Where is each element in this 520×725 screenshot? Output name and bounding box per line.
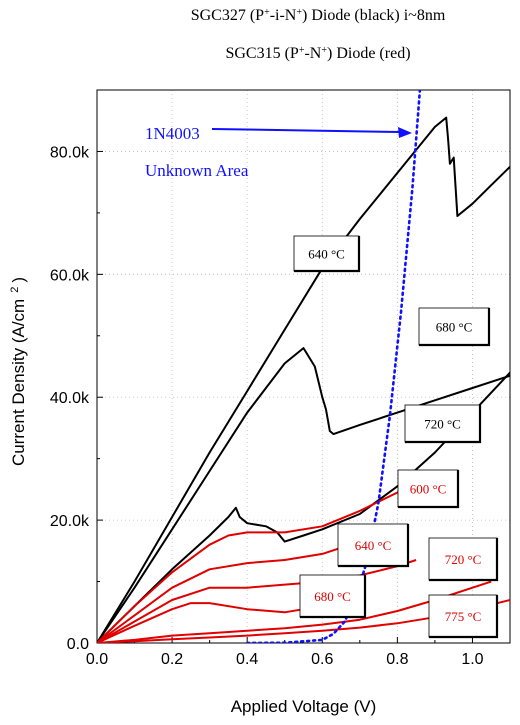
temperature-label-text: 720 °C (424, 417, 461, 432)
temperature-label: 640 °C (337, 523, 410, 568)
temperature-label-shadow (338, 524, 410, 568)
axes: 0.0 0.2 0.4 0.6 0.8 1.0 0.0 20.0k 40.0k 60.0k 80.0… (50, 144, 511, 668)
temperature-label-text: 720 °C (445, 552, 482, 567)
chart-title: SGC327 (P+-i-N+) Diode (black) i~8nm SGC3… (191, 7, 446, 63)
annotation-arrow (211, 128, 401, 133)
temperature-label-box (293, 235, 360, 272)
temperature-label: 720 °C (404, 404, 482, 444)
x-tick-label: 0.6 (311, 651, 333, 668)
temperature-label-box (428, 594, 498, 638)
plot-frame (96, 89, 511, 644)
temperature-label-box (404, 404, 481, 443)
temperature-label-text: 600 °C (410, 482, 447, 497)
temperature-label-shadow (429, 595, 499, 639)
annotations: 1N4003 Unknown Area 640 °C 680 °C 720 °C 600 … (145, 124, 499, 639)
y-tick-label: 80.0k (50, 144, 90, 161)
y-tick-label: 0.0 (67, 636, 89, 653)
y-axis-label: Current Density (A/cm2) (9, 277, 28, 466)
y-tick-label: 60.0k (50, 267, 90, 284)
temperature-label-text: 640 °C (355, 538, 392, 553)
x-tick-label: 0.2 (161, 651, 183, 668)
series-line-red-7 (97, 602, 304, 643)
temperature-label: 720 °C (428, 537, 499, 582)
temperature-label-shadow (429, 538, 499, 582)
temperature-label-shadow (294, 236, 361, 273)
temperature-label-box (418, 307, 490, 346)
y-tick-label: 20.0k (50, 513, 90, 530)
annotation-1n4003: 1N4003 (145, 124, 200, 143)
temperature-label: 775 °C (428, 594, 499, 639)
temperature-label-text: 640 °C (308, 247, 345, 262)
temperature-label: 600 °C (397, 469, 460, 509)
temperature-label: 680 °C (418, 307, 491, 347)
temperature-label: 640 °C (293, 235, 361, 273)
temperature-label-shadow (419, 308, 491, 347)
x-axis-label: Applied Voltage (V) (231, 697, 377, 716)
temperature-label-text: 680 °C (436, 320, 473, 335)
x-tick-label: 0.4 (236, 651, 258, 668)
temperature-label-shadow (300, 575, 367, 619)
x-tick-label: 0.0 (86, 651, 108, 668)
x-tick-label: 1.0 (461, 651, 483, 668)
temperature-label-text: 775 °C (445, 609, 482, 624)
temperature-label-text: 680 °C (314, 589, 351, 604)
x-tick-label: 0.8 (386, 651, 408, 668)
temperature-label-box (428, 537, 498, 581)
series-line-red-5 (97, 546, 342, 643)
title-line-1: SGC327 (P+-i-N+) Diode (black) i~8nm (191, 7, 446, 25)
annotation-unknown-area: Unknown Area (145, 161, 249, 180)
temperature-label: 680 °C (299, 574, 367, 619)
annotation-arrowhead (398, 127, 412, 138)
temperature-label-shadow (405, 405, 482, 444)
temperature-label-box (337, 523, 409, 567)
y-tick-label: 40.0k (50, 390, 90, 407)
series-line-red-4 (97, 479, 417, 643)
series-line-red-6 (97, 559, 417, 643)
temperature-label-shadow (398, 470, 460, 509)
title-line-2: SGC315 (P+-N+) Diode (red) (225, 45, 410, 63)
